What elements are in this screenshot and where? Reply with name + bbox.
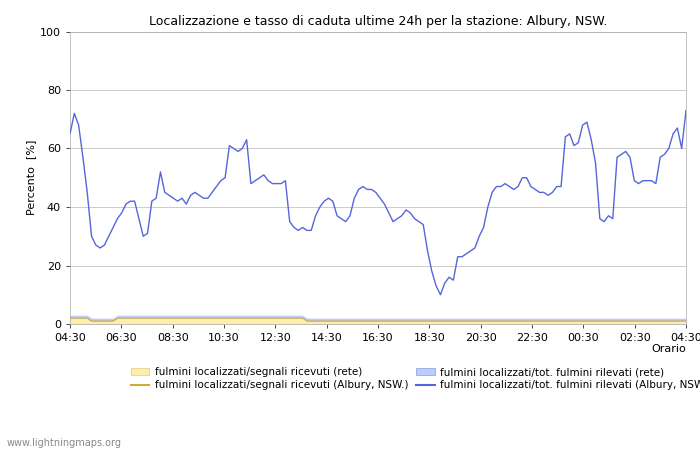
Legend: fulmini localizzati/segnali ricevuti (rete), fulmini localizzati/segnali ricevut: fulmini localizzati/segnali ricevuti (re… [131, 367, 700, 390]
Text: www.lightningmaps.org: www.lightningmaps.org [7, 438, 122, 448]
Text: Orario: Orario [651, 345, 686, 355]
Title: Localizzazione e tasso di caduta ultime 24h per la stazione: Albury, NSW.: Localizzazione e tasso di caduta ultime … [149, 14, 607, 27]
Y-axis label: Percento  [%]: Percento [%] [26, 140, 36, 216]
